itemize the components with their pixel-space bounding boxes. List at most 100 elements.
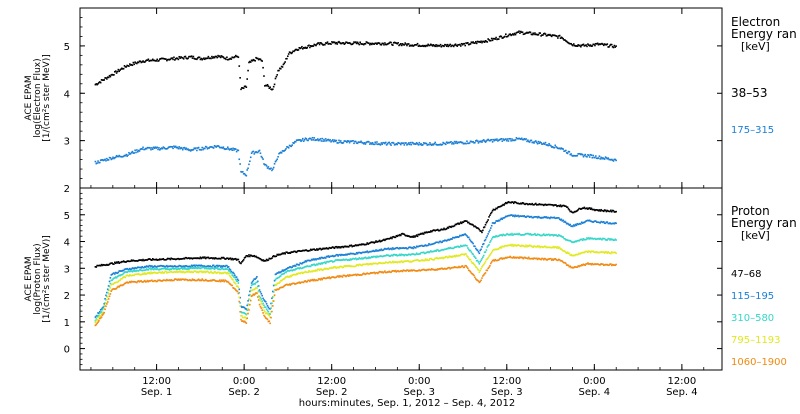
proton-point bbox=[514, 201, 517, 203]
proton-point bbox=[128, 275, 130, 277]
electron-point bbox=[226, 58, 229, 61]
electron-point bbox=[469, 140, 472, 143]
proton-point bbox=[530, 203, 533, 206]
electron-point bbox=[595, 42, 597, 45]
proton-point bbox=[461, 245, 464, 247]
proton-point bbox=[226, 271, 229, 274]
electron-point bbox=[307, 139, 309, 142]
proton-point bbox=[450, 247, 452, 250]
electron-point bbox=[310, 139, 313, 141]
electron-point bbox=[234, 56, 236, 58]
proton-point bbox=[529, 233, 532, 235]
proton-point bbox=[237, 279, 240, 282]
proton-point bbox=[581, 207, 584, 209]
proton-point bbox=[233, 272, 235, 275]
proton-point bbox=[402, 233, 405, 235]
proton-point bbox=[324, 257, 327, 259]
electron-point bbox=[263, 75, 265, 77]
electron-point bbox=[302, 140, 305, 143]
electron-point bbox=[143, 148, 145, 151]
proton-point bbox=[294, 264, 296, 267]
electron-point bbox=[455, 140, 458, 143]
proton-point bbox=[269, 257, 271, 260]
proton-point bbox=[387, 254, 390, 256]
proton-point bbox=[488, 216, 490, 218]
proton-point bbox=[369, 256, 372, 259]
proton-point bbox=[399, 247, 402, 250]
electron-point bbox=[392, 41, 395, 44]
proton-point bbox=[120, 284, 122, 286]
proton-point bbox=[253, 294, 256, 296]
proton-point bbox=[384, 239, 386, 242]
proton-point bbox=[352, 252, 354, 255]
proton-point bbox=[220, 256, 223, 259]
proton-point bbox=[174, 271, 177, 273]
electron-point bbox=[548, 143, 550, 145]
proton-point bbox=[554, 234, 557, 236]
electron-point bbox=[370, 143, 373, 145]
proton-series-3 bbox=[94, 243, 617, 324]
proton-point bbox=[319, 247, 322, 250]
proton-point bbox=[108, 285, 111, 288]
proton-point bbox=[489, 214, 491, 217]
electron-point bbox=[343, 43, 346, 45]
proton-point bbox=[352, 257, 354, 260]
proton-point bbox=[126, 274, 128, 277]
proton-point bbox=[107, 289, 110, 291]
electron-point bbox=[294, 48, 297, 51]
proton-point bbox=[558, 246, 561, 249]
proton-point bbox=[527, 232, 529, 235]
electron-point bbox=[179, 57, 181, 59]
electron-point bbox=[530, 33, 533, 36]
proton-point bbox=[499, 234, 502, 236]
proton-point bbox=[580, 252, 583, 254]
proton-point bbox=[303, 271, 306, 274]
proton-point bbox=[158, 265, 160, 268]
proton-point bbox=[545, 216, 548, 218]
proton-point bbox=[244, 256, 247, 258]
proton-point bbox=[611, 238, 614, 241]
proton-point bbox=[457, 255, 459, 257]
proton-point bbox=[541, 216, 543, 219]
proton-point bbox=[571, 266, 573, 269]
electron-point bbox=[386, 43, 389, 45]
proton-point bbox=[335, 253, 338, 256]
proton-point bbox=[571, 254, 573, 257]
proton-point bbox=[378, 255, 381, 258]
proton-point bbox=[180, 271, 182, 274]
proton-point bbox=[238, 291, 241, 294]
proton-point bbox=[347, 253, 349, 255]
electron-point bbox=[107, 159, 110, 161]
proton-point bbox=[490, 212, 492, 215]
electron-point bbox=[604, 43, 607, 46]
electron-point bbox=[471, 41, 474, 44]
proton-point bbox=[482, 242, 485, 245]
proton-point bbox=[301, 262, 303, 265]
proton-point bbox=[264, 300, 266, 302]
proton-point bbox=[603, 237, 606, 240]
electron-point bbox=[420, 143, 422, 145]
proton-point bbox=[362, 243, 364, 246]
proton-point bbox=[308, 259, 310, 262]
proton-point bbox=[453, 237, 456, 239]
proton-point bbox=[605, 221, 608, 223]
proton-point bbox=[115, 287, 118, 290]
electron-point bbox=[296, 49, 299, 52]
electron-point bbox=[505, 138, 507, 140]
proton-point bbox=[378, 262, 381, 264]
electron-point bbox=[513, 32, 516, 35]
electron-point bbox=[139, 148, 142, 151]
proton-point bbox=[440, 249, 443, 251]
proton-point bbox=[195, 270, 197, 273]
proton-point bbox=[434, 242, 436, 244]
proton-point bbox=[231, 274, 233, 276]
proton-point bbox=[118, 270, 121, 272]
proton-point bbox=[412, 247, 414, 250]
proton-point bbox=[334, 254, 337, 257]
proton-ytick-label: 5 bbox=[64, 211, 70, 222]
proton-point bbox=[221, 266, 224, 268]
electron-point bbox=[197, 146, 200, 149]
electron-point bbox=[535, 141, 538, 144]
proton-point bbox=[400, 270, 403, 272]
proton-point bbox=[271, 297, 273, 300]
